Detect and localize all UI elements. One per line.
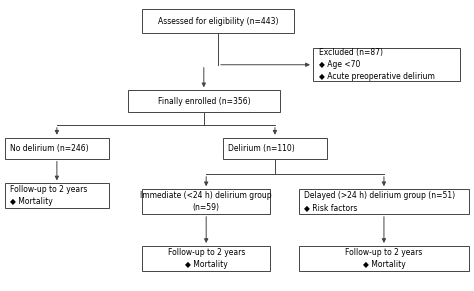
FancyBboxPatch shape (5, 183, 109, 208)
Text: Finally enrolled (n=356): Finally enrolled (n=356) (157, 97, 250, 106)
Text: Follow-up to 2 years
◆ Mortality: Follow-up to 2 years ◆ Mortality (10, 185, 88, 206)
FancyBboxPatch shape (5, 138, 109, 159)
Text: Immediate (<24 h) delirium group
(n=59): Immediate (<24 h) delirium group (n=59) (140, 191, 272, 212)
Text: No delirium (n=246): No delirium (n=246) (10, 144, 89, 152)
FancyBboxPatch shape (299, 246, 469, 271)
Text: Follow-up to 2 years
◆ Mortality: Follow-up to 2 years ◆ Mortality (345, 248, 423, 269)
Text: Delirium (n=110): Delirium (n=110) (228, 144, 295, 152)
FancyBboxPatch shape (313, 48, 460, 81)
FancyBboxPatch shape (142, 189, 270, 214)
FancyBboxPatch shape (128, 90, 280, 112)
Text: Follow-up to 2 years
◆ Mortality: Follow-up to 2 years ◆ Mortality (167, 248, 245, 269)
FancyBboxPatch shape (142, 9, 294, 33)
Text: Excluded (n=87)
◆ Age <70
◆ Acute preoperative delirium: Excluded (n=87) ◆ Age <70 ◆ Acute preope… (319, 48, 434, 81)
FancyBboxPatch shape (142, 246, 270, 271)
Text: Delayed (>24 h) delirium group (n=51)
◆ Risk factors: Delayed (>24 h) delirium group (n=51) ◆ … (304, 191, 456, 212)
FancyBboxPatch shape (299, 189, 469, 214)
Text: Assessed for eligibility (n=443): Assessed for eligibility (n=443) (158, 17, 278, 26)
FancyBboxPatch shape (223, 138, 327, 159)
